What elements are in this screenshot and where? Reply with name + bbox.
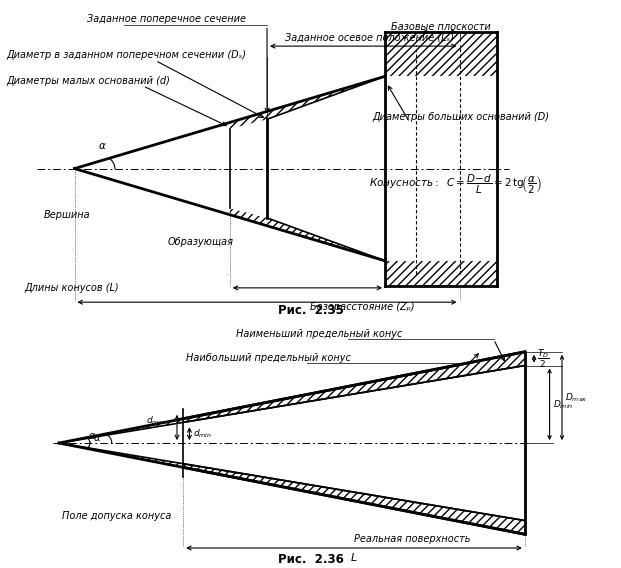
Text: $\alpha$: $\alpha$ bbox=[88, 431, 96, 441]
Polygon shape bbox=[267, 76, 385, 119]
Text: Диаметр в заданном поперечном сечении (Dₛ): Диаметр в заданном поперечном сечении (D… bbox=[6, 51, 246, 60]
Text: L: L bbox=[351, 553, 357, 563]
Text: Длины конусов (L): Длины конусов (L) bbox=[25, 283, 119, 293]
Text: $\dfrac{T_D}{2}$: $\dfrac{T_D}{2}$ bbox=[537, 348, 550, 370]
Polygon shape bbox=[267, 218, 385, 261]
Text: $d_{min}$: $d_{min}$ bbox=[193, 427, 212, 440]
Polygon shape bbox=[385, 261, 497, 286]
Polygon shape bbox=[183, 352, 525, 423]
Text: Диаметры малых оснований (d): Диаметры малых оснований (d) bbox=[6, 76, 170, 86]
Text: Рис.  2.36: Рис. 2.36 bbox=[278, 553, 343, 566]
Text: $D_{min}$: $D_{min}$ bbox=[553, 398, 573, 411]
Text: Поле допуска конуса: Поле допуска конуса bbox=[62, 511, 171, 520]
Text: Наибольший предельный конус: Наибольший предельный конус bbox=[186, 353, 351, 363]
Text: Образующая: Образующая bbox=[168, 237, 233, 247]
Text: Диаметры больших оснований (D): Диаметры больших оснований (D) bbox=[373, 112, 550, 123]
Text: $D_{max}$: $D_{max}$ bbox=[565, 391, 588, 404]
Text: Базорасстояние (Zₚ): Базорасстояние (Zₚ) bbox=[310, 302, 415, 312]
Text: $\alpha$: $\alpha$ bbox=[93, 433, 101, 443]
Text: Заданное поперечное сечение: Заданное поперечное сечение bbox=[87, 15, 246, 24]
Text: $\mathit{Конусность:}\ \ C=\dfrac{D\!-\!d}{L}=2\,\mathrm{tg}\!\left(\dfrac{\alph: $\mathit{Конусность:}\ \ C=\dfrac{D\!-\!… bbox=[369, 173, 543, 196]
Text: Наименьший предельный конус: Наименьший предельный конус bbox=[236, 329, 402, 339]
Polygon shape bbox=[183, 463, 525, 534]
Text: $d_{max}$: $d_{max}$ bbox=[146, 415, 168, 428]
Polygon shape bbox=[385, 32, 497, 76]
Polygon shape bbox=[230, 111, 267, 129]
Polygon shape bbox=[267, 218, 385, 261]
Polygon shape bbox=[59, 419, 183, 443]
Polygon shape bbox=[59, 443, 183, 467]
Text: Заданное осевое положение (Lₛ): Заданное осевое положение (Lₛ) bbox=[285, 33, 454, 43]
Text: Реальная поверхность: Реальная поверхность bbox=[354, 534, 471, 544]
Text: Вершина: Вершина bbox=[43, 210, 90, 220]
Polygon shape bbox=[230, 208, 267, 225]
Text: $\alpha$: $\alpha$ bbox=[99, 141, 107, 151]
Text: Базовые плоскости: Базовые плоскости bbox=[391, 22, 491, 32]
Polygon shape bbox=[267, 76, 385, 119]
Text: Рис.  2.35: Рис. 2.35 bbox=[278, 304, 343, 318]
